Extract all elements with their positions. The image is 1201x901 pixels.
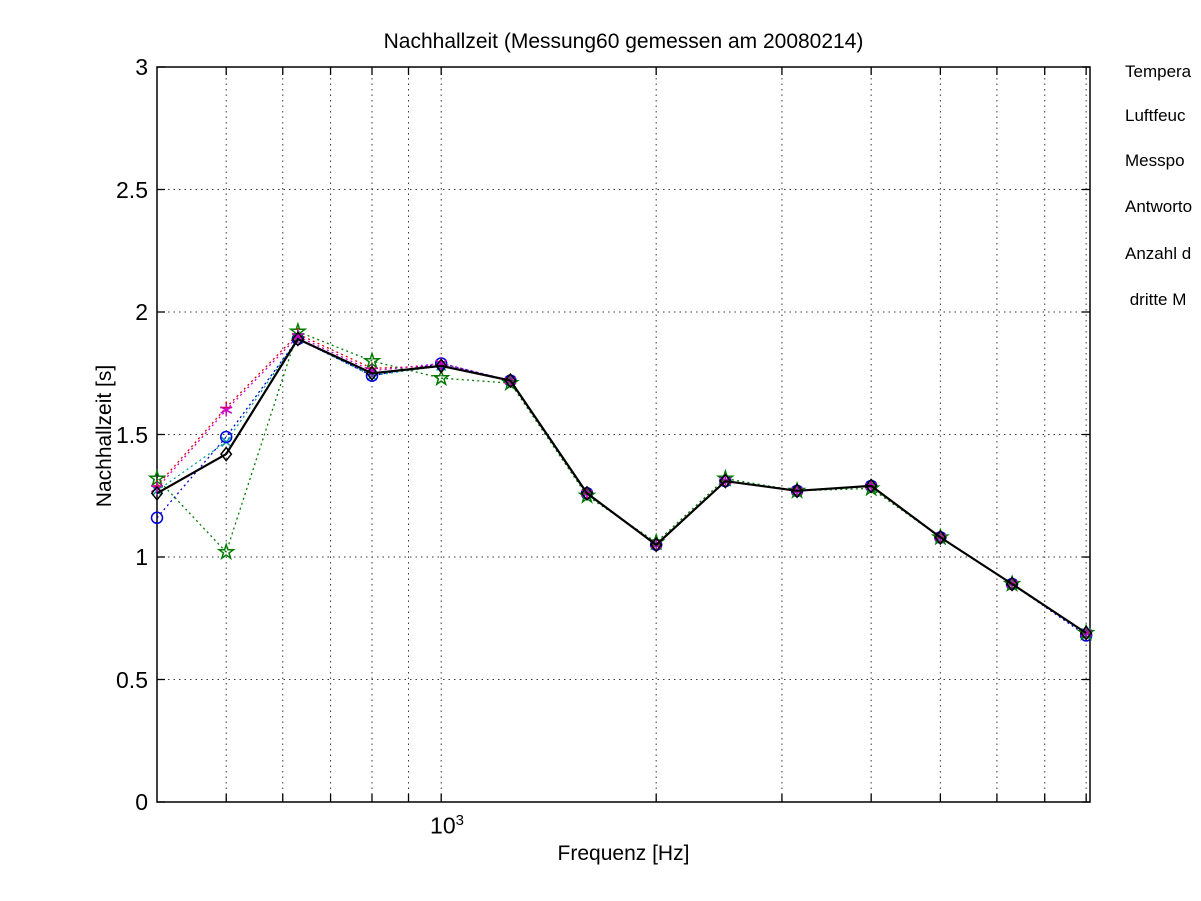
circle-marker <box>150 511 164 525</box>
diamond-marker <box>150 485 164 502</box>
y-tick-label-2.5: 2.5 <box>116 176 148 203</box>
pentagram-marker <box>147 468 167 487</box>
diamond-marker <box>435 358 448 374</box>
plot-border <box>156 66 1091 803</box>
info-line-1: Tempera <box>1125 62 1192 81</box>
series-blue-circle-dotted <box>150 332 1093 642</box>
asterisk-marker <box>366 366 378 375</box>
series-line <box>156 330 1087 634</box>
y-tick-label-1.5: 1.5 <box>116 421 148 448</box>
chart-title: Nachhallzeit (Messung60 gemessen am 2008… <box>383 30 864 53</box>
series-line <box>156 335 1087 634</box>
y-tick-label-1: 1 <box>135 544 148 570</box>
series-line <box>156 338 1087 634</box>
info-line-3: Messpo <box>1125 151 1185 170</box>
diamond-marker <box>1005 576 1019 592</box>
diamond-marker <box>650 537 663 553</box>
diamond-marker <box>1079 625 1093 641</box>
diamond-marker <box>865 478 878 494</box>
pentagram-marker <box>431 368 451 387</box>
diamond-marker <box>790 483 804 499</box>
asterisk-marker <box>291 332 304 341</box>
info-line-6: dritte M <box>1125 290 1187 309</box>
circle-marker <box>219 430 233 444</box>
series-magenta-asterisk-dotted <box>151 330 1093 640</box>
grid-lines <box>157 67 1090 802</box>
diamond-marker <box>719 473 732 489</box>
y-tick-label-0: 0 <box>135 789 148 815</box>
diamond-marker <box>291 331 305 347</box>
info-line-2: Luftfeuc <box>1125 106 1186 125</box>
info-line-5: Anzahl d <box>1125 244 1192 263</box>
y-tick-label-0.5: 0.5 <box>116 666 148 693</box>
series-cyan-x-dotted <box>151 333 1092 639</box>
series-black-diamond-solid <box>150 331 1093 641</box>
series-line <box>156 337 1087 634</box>
pentagram-marker <box>362 351 382 370</box>
series-line <box>156 333 1087 634</box>
series-green-pentagram-dotted <box>147 321 1096 641</box>
x-axis-label: Frequenz [Hz] <box>557 842 690 865</box>
series-line <box>156 338 1087 636</box>
y-tick-label-3: 3 <box>135 54 148 80</box>
x-tick-label-1000: 103 <box>430 812 464 839</box>
pentagram-marker <box>216 542 236 561</box>
diamond-marker <box>365 365 379 381</box>
asterisk-marker <box>220 406 233 414</box>
diamond-marker <box>934 529 947 546</box>
series-red-plus-dotted <box>151 328 1093 639</box>
diamond-marker <box>580 485 594 502</box>
info-line-4: Antworto <box>1125 197 1193 216</box>
diamond-marker <box>220 446 233 462</box>
y-tick-label-2: 2 <box>135 299 148 325</box>
diamond-marker <box>504 372 517 389</box>
